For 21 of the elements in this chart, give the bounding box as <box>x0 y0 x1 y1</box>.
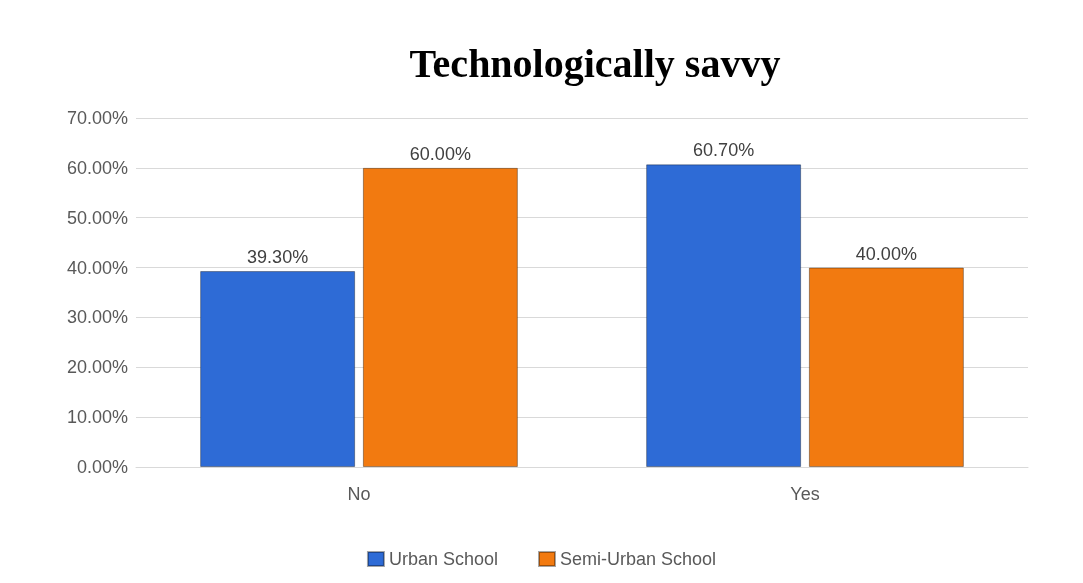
y-tick-label: 30.00% <box>66 307 128 328</box>
data-label: 60.70% <box>693 140 755 161</box>
y-tick-label: 70.00% <box>66 108 128 128</box>
data-label: 40.00% <box>855 243 917 264</box>
legend-label: Urban School <box>388 549 499 569</box>
data-label: 60.00% <box>409 143 471 164</box>
x-tick-label: Yes <box>790 484 820 504</box>
bar <box>646 164 802 467</box>
y-tick-label: 20.00% <box>66 357 128 378</box>
legend-label: Semi-Urban School <box>560 549 717 569</box>
y-tick-label: 60.00% <box>66 157 128 178</box>
y-tick-label: 10.00% <box>66 407 128 428</box>
data-label: 39.30% <box>247 247 309 268</box>
y-tick-label: 0.00% <box>76 457 128 477</box>
y-tick-label: 50.00% <box>66 207 128 228</box>
bar <box>362 167 518 467</box>
chart-title: Technologically savvy <box>409 40 781 86</box>
y-tick-label: 40.00% <box>66 257 128 278</box>
bar <box>200 271 356 467</box>
bar <box>808 267 964 467</box>
x-tick-label: No <box>347 484 371 504</box>
